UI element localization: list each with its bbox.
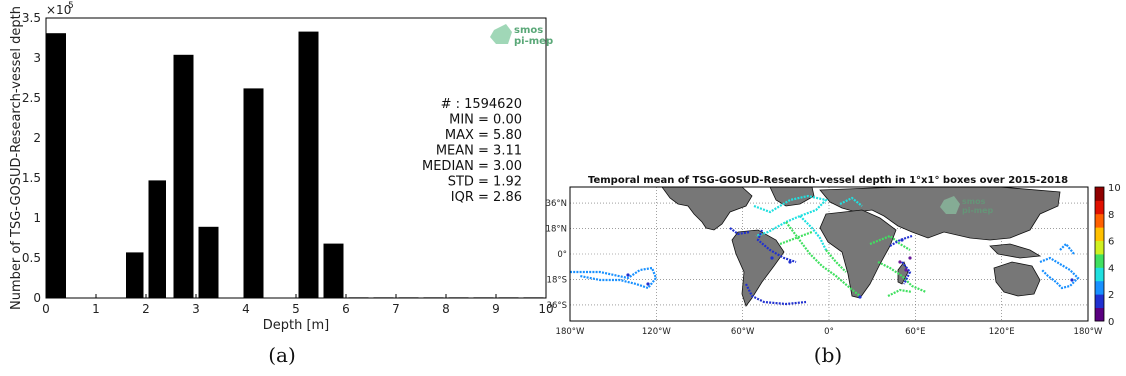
histogram-empty-bin xyxy=(349,297,369,298)
x-tick-label: 5 xyxy=(292,302,300,316)
statistic-line: MEDIAN = 3.00 xyxy=(422,159,522,174)
x-tick-label: 6 xyxy=(342,302,350,316)
statistic-line: # : 1594620 xyxy=(441,97,522,112)
y-tick-label: 0.5 xyxy=(22,251,41,265)
latitude-tick-label: 36°N xyxy=(546,199,567,209)
longitude-tick-label: 60°E xyxy=(905,327,925,337)
track-sample-deep xyxy=(898,260,901,263)
statistic-line: IQR = 2.86 xyxy=(451,190,522,205)
track-sample xyxy=(858,295,861,298)
histogram-empty-bin xyxy=(374,297,394,298)
colorbar-segment xyxy=(1095,187,1104,201)
x-tick-label: 3 xyxy=(192,302,200,316)
longitude-ticks: 180°W 120°W 60°W 0° 60°E 120°E 180°W xyxy=(556,327,1103,337)
colorbar-segment xyxy=(1095,281,1104,295)
colorbar-segment xyxy=(1095,200,1104,214)
track-sample-deep xyxy=(904,268,907,271)
histogram-empty-bin xyxy=(474,297,494,298)
longitude-tick-label: 60°W xyxy=(731,327,755,337)
statistic-line: STD = 1.92 xyxy=(448,175,522,190)
histogram-bar xyxy=(199,227,219,298)
histogram-bar xyxy=(174,55,194,298)
latitude-tick-label: 0° xyxy=(557,250,567,260)
latitude-tick-label: 18°N xyxy=(546,225,567,235)
track-sample xyxy=(770,256,773,259)
histogram-bar xyxy=(324,244,344,298)
longitude-tick-label: 120°W xyxy=(642,327,671,337)
x-axis-label: Depth [m] xyxy=(263,318,330,333)
latitude-tick-label: 36°S xyxy=(547,301,567,311)
x-tick-label: 0 xyxy=(42,302,50,316)
latitude-tick-label: 18°S xyxy=(547,275,567,285)
map-panel: Temporal mean of TSG-GOSUD-Research-vess… xyxy=(546,175,1121,367)
y-tick-label: 2 xyxy=(33,131,41,145)
longitude-tick-label: 0° xyxy=(824,327,834,337)
track-sample-deep xyxy=(908,256,911,259)
map-logo-line-2: pi-mep xyxy=(962,206,994,215)
track-sample xyxy=(900,238,903,241)
y-tick-label: 3 xyxy=(33,51,41,65)
histogram-bar xyxy=(149,180,167,298)
y-axis-label: Number of TSG-GOSUD-Research-vessel dept… xyxy=(9,6,24,310)
colorbar: 0 2 4 6 8 10 xyxy=(1095,183,1121,328)
longitude-tick-label: 180°W xyxy=(1074,327,1103,337)
colorbar-segment xyxy=(1095,267,1104,281)
histogram-empty-bin xyxy=(449,297,469,298)
statistic-line: MEAN = 3.11 xyxy=(436,144,522,159)
x-tick-label: 9 xyxy=(492,302,500,316)
histogram-panel: 0 1 2 3 4 5 6 7 8 9 10 0 0.5 1 1.5 2 2.5 3 3.5 ×10 5 Dept… xyxy=(9,1,554,367)
track-sample xyxy=(788,260,791,263)
colorbar-segment xyxy=(1095,254,1104,268)
logo-line-2: pi-mep xyxy=(514,36,553,47)
track-sample xyxy=(1070,278,1073,281)
track-sample xyxy=(646,282,649,285)
caption-b: (b) xyxy=(814,343,842,367)
x-tick-label: 1 xyxy=(92,302,100,316)
histogram-bar xyxy=(299,32,319,298)
colorbar-segment xyxy=(1095,214,1104,228)
caption-a: (a) xyxy=(268,343,296,367)
histogram-empty-bin xyxy=(499,297,519,298)
x-tick-label: 2 xyxy=(142,302,150,316)
colorbar-segment xyxy=(1095,241,1104,255)
colorbar-tick-label: 8 xyxy=(1108,210,1114,221)
colorbar-tick-label: 10 xyxy=(1108,183,1121,194)
y-tick-label: 0 xyxy=(33,291,41,305)
histogram-empty-bin xyxy=(524,297,544,298)
track-sample xyxy=(626,273,629,276)
map-logo-line-1: smos xyxy=(962,197,986,206)
colorbar-tick-label: 2 xyxy=(1108,290,1114,301)
y-tick-label: 1.5 xyxy=(22,171,41,185)
histogram-empty-bin xyxy=(424,297,444,298)
y-tick-label: 2.5 xyxy=(22,91,41,105)
colorbar-tick-label: 0 xyxy=(1108,317,1114,328)
statistic-line: MAX = 5.80 xyxy=(445,128,522,143)
longitude-tick-label: 180°W xyxy=(556,327,585,337)
x-tick-label: 7 xyxy=(392,302,400,316)
colorbar-segment xyxy=(1095,227,1104,241)
colorbar-tick-label: 6 xyxy=(1108,237,1114,248)
histogram-bar xyxy=(126,252,144,298)
longitude-tick-label: 120°E xyxy=(989,327,1015,337)
map-title: Temporal mean of TSG-GOSUD-Research-vess… xyxy=(588,175,1068,186)
x-tick-label: 8 xyxy=(442,302,450,316)
latitude-ticks: 36°N 18°N 0° 18°S 36°S xyxy=(546,199,567,311)
histogram-empty-bin xyxy=(399,297,419,298)
y-tick-label: 1 xyxy=(33,211,41,225)
colorbar-segment xyxy=(1095,308,1104,322)
y-multiplier-exponent: 5 xyxy=(68,1,74,11)
logo-line-1: smos xyxy=(514,25,543,36)
colorbar-segment xyxy=(1095,294,1104,308)
x-tick-label: 4 xyxy=(242,302,250,316)
colorbar-tick-label: 4 xyxy=(1108,263,1114,274)
y-tick-label: 3.5 xyxy=(22,11,41,25)
histogram-bar xyxy=(244,88,264,298)
statistic-line: MIN = 0.00 xyxy=(449,113,522,128)
